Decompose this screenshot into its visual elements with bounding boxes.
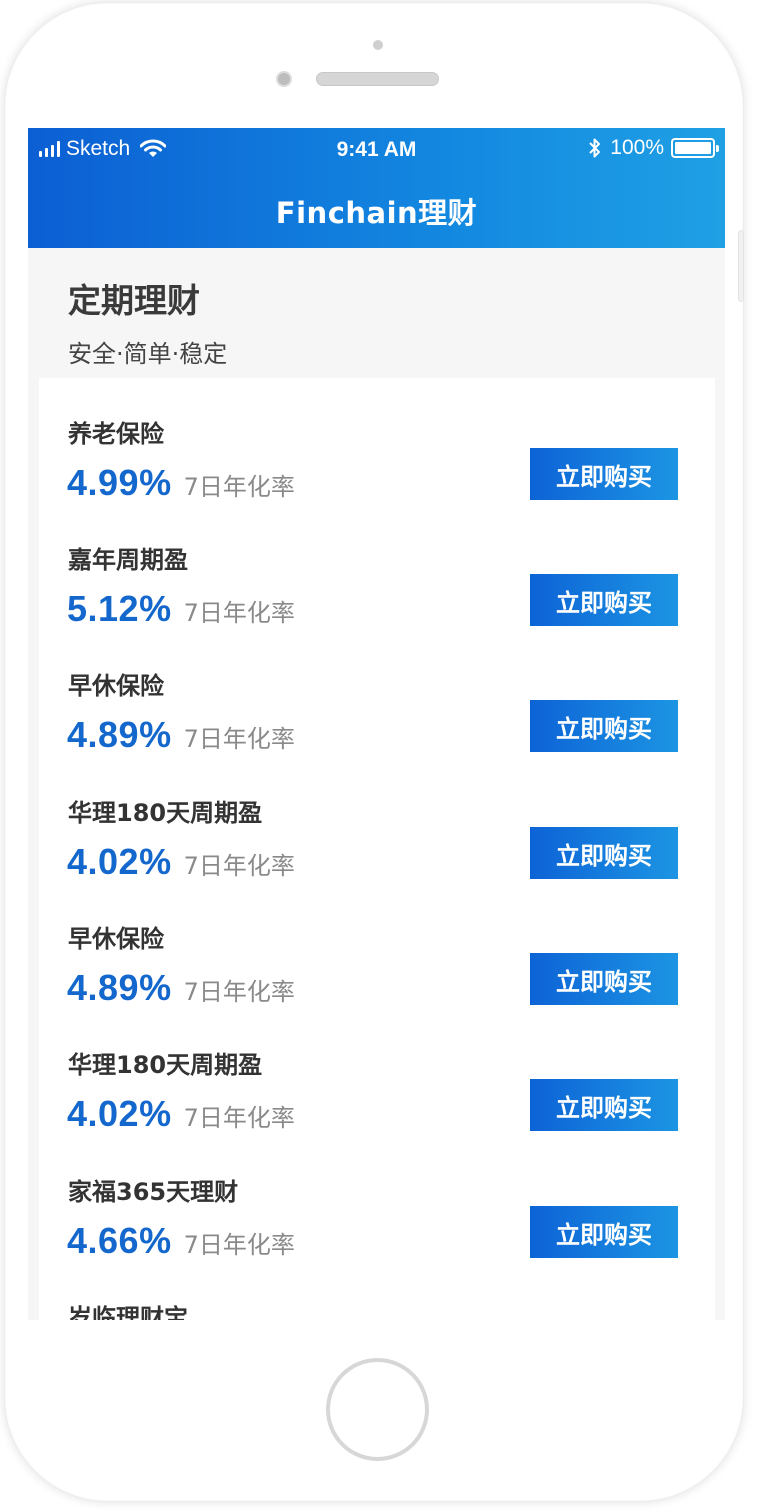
battery-icon <box>671 138 719 158</box>
rate-line: 4.66% 7日年化率 <box>67 1220 295 1262</box>
buy-button[interactable]: 立即购买 <box>530 700 678 752</box>
product-rate: 4.99% <box>67 462 172 503</box>
nav-title: Finchain理财 <box>275 196 478 230</box>
product-name: 家福365天理财 <box>68 1178 239 1206</box>
product-row[interactable]: 嘉年周期盈 5.12% 7日年化率 立即购买 <box>39 504 715 631</box>
product-row[interactable]: 华理180天周期盈 4.02% 7日年化率 立即购买 <box>39 1009 715 1136</box>
rate-line: 4.89% 7日年化率 <box>67 967 295 1009</box>
buy-button[interactable]: 立即购买 <box>530 1079 678 1131</box>
section-subtitle: 安全·简单·稳定 <box>68 340 228 368</box>
buy-button[interactable]: 立即购买 <box>530 448 678 500</box>
rate-label: 7日年化率 <box>183 978 295 1006</box>
bluetooth-icon <box>589 138 601 158</box>
buy-button[interactable]: 立即购买 <box>530 1206 678 1258</box>
top-bar: Sketch 9:41 AM 100% Finchain理财 <box>28 128 725 248</box>
rate-label: 7日年化率 <box>183 725 295 753</box>
battery-percent: 100% <box>610 136 664 159</box>
product-name: 早休保险 <box>68 925 164 953</box>
rate-label: 7日年化率 <box>183 473 295 501</box>
product-row[interactable]: 早休保险 4.89% 7日年化率 立即购买 <box>39 883 715 1010</box>
status-right: 100% <box>588 135 719 161</box>
product-list: 养老保险 4.99% 7日年化率 立即购买 嘉年周期盈 5.12% 7日年化率 … <box>39 378 715 1320</box>
buy-button[interactable]: 立即购买 <box>530 574 678 626</box>
home-button[interactable] <box>326 1358 429 1461</box>
front-camera-icon <box>373 40 383 50</box>
status-time: 9:41 AM <box>336 138 417 161</box>
product-rate: 4.02% <box>67 841 172 882</box>
product-name: 养老保险 <box>68 420 164 448</box>
buy-button[interactable]: 立即购买 <box>530 827 678 879</box>
product-row[interactable]: 家福365天理财 4.66% 7日年化率 立即购买 <box>39 1136 715 1263</box>
rate-line: 5.12% 7日年化率 <box>67 588 295 630</box>
product-row[interactable]: 早休保险 4.89% 7日年化率 立即购买 <box>39 630 715 757</box>
rate-label: 7日年化率 <box>183 852 295 880</box>
carrier-label: Sketch <box>66 137 131 160</box>
section-header: 定期理财 安全·简单·稳定 <box>28 248 725 378</box>
status-left: Sketch <box>39 136 167 162</box>
side-button[interactable] <box>738 230 744 302</box>
product-rate: 4.02% <box>67 1093 172 1134</box>
rate-line: 4.02% 7日年化率 <box>67 1093 295 1135</box>
rate-label: 7日年化率 <box>183 1231 295 1259</box>
rate-label: 7日年化率 <box>183 1104 295 1132</box>
rate-line: 4.02% 7日年化率 <box>67 841 295 883</box>
signal-icon <box>39 141 60 157</box>
product-rate: 5.12% <box>67 588 172 629</box>
speaker-grille <box>316 72 439 86</box>
product-rate: 4.89% <box>67 967 172 1008</box>
product-name: 华理180天周期盈 <box>68 1051 263 1079</box>
product-row[interactable]: 华理180天周期盈 4.02% 7日年化率 立即购买 <box>39 757 715 884</box>
rate-line: 4.89% 7日年化率 <box>67 714 295 756</box>
buy-button[interactable]: 立即购买 <box>530 953 678 1005</box>
product-name: 岁临理财宝 <box>68 1304 188 1320</box>
product-rate: 4.89% <box>67 714 172 755</box>
product-name: 嘉年周期盈 <box>68 546 188 574</box>
product-name: 华理180天周期盈 <box>68 799 263 827</box>
product-rate: 4.66% <box>67 1220 172 1261</box>
product-name: 早休保险 <box>68 672 164 700</box>
wifi-icon <box>140 139 167 157</box>
product-row[interactable]: 养老保险 4.99% 7日年化率 立即购买 <box>39 378 715 505</box>
sensor-icon <box>276 71 292 87</box>
product-row[interactable]: 岁临理财宝 <box>39 1262 715 1320</box>
section-title: 定期理财 <box>68 281 200 320</box>
rate-label: 7日年化率 <box>183 599 295 627</box>
rate-line: 4.99% 7日年化率 <box>67 462 295 504</box>
app-screen: Sketch 9:41 AM 100% Finchain理财 定期理财 安全·简… <box>28 128 725 1320</box>
